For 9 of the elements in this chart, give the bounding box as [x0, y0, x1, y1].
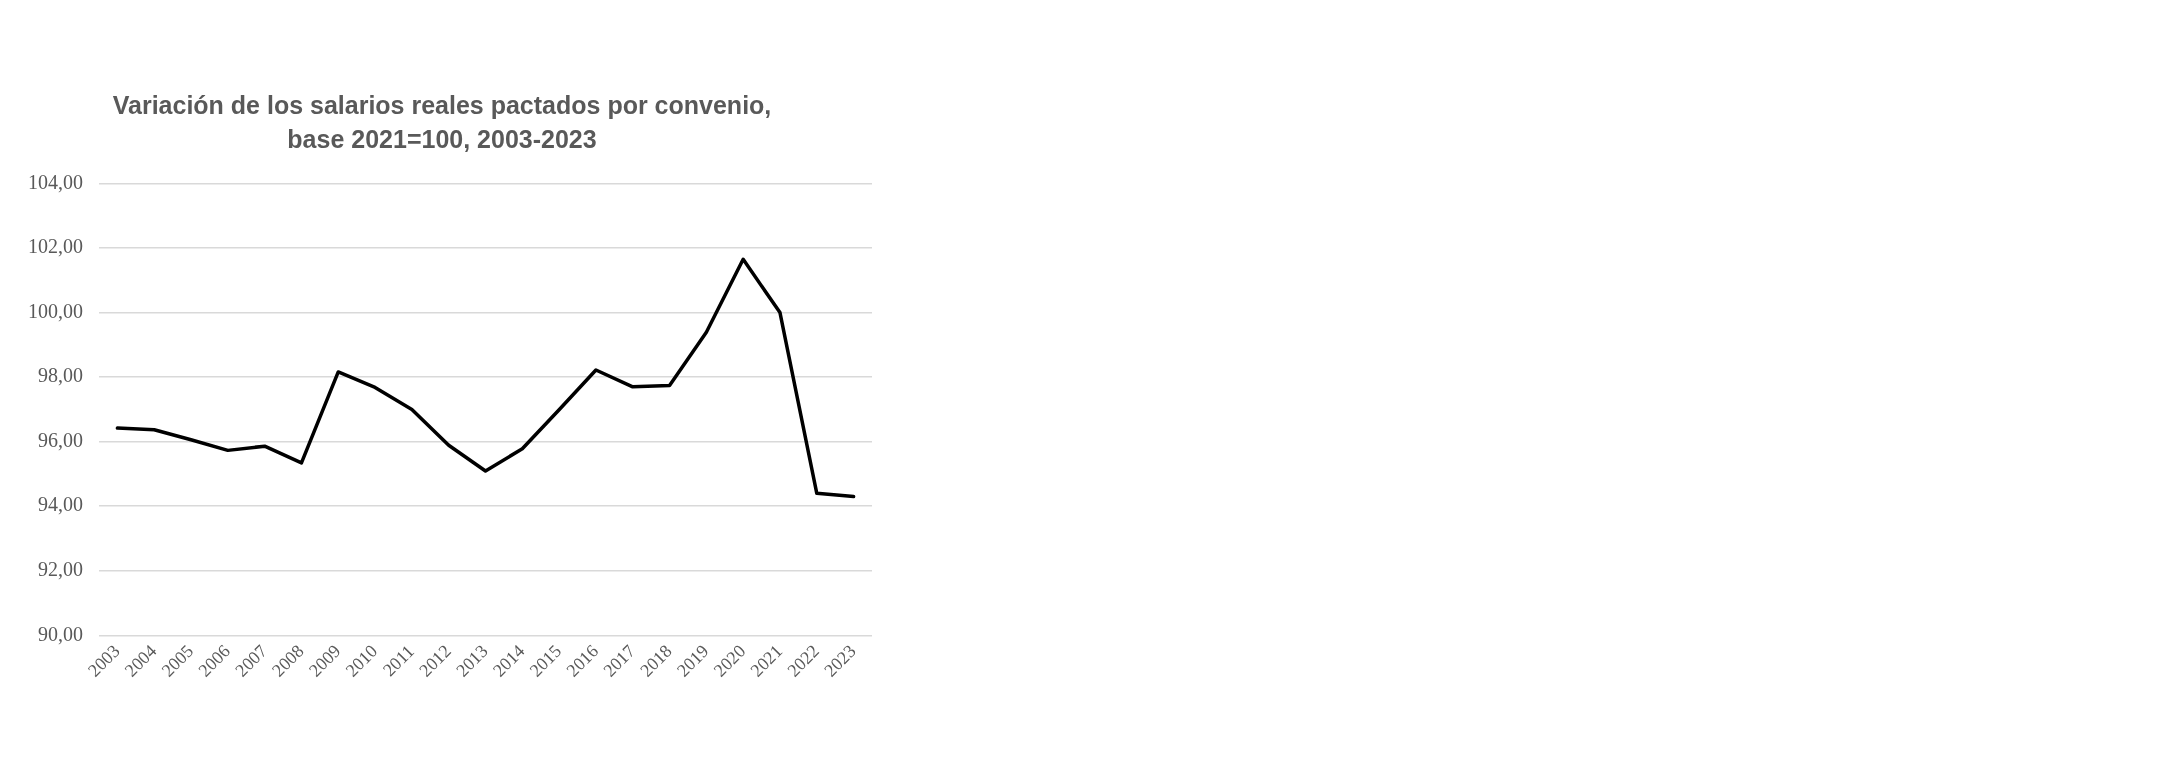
y-tick-label: 100,00 — [28, 299, 83, 322]
y-tick-label: 92,00 — [38, 557, 83, 580]
y-tick-label: 96,00 — [38, 428, 83, 451]
y-tick-label: 94,00 — [38, 493, 83, 516]
y-tick-label: 90,00 — [38, 622, 83, 645]
chart-title: Variación de los salarios reales pactados por convenio, base 2021=100, 2003-2023 — [112, 90, 772, 153]
y-tick-label: 98,00 — [38, 364, 83, 387]
y-tick-label: 102,00 — [28, 235, 83, 258]
y-tick-label: 104,00 — [28, 170, 83, 193]
